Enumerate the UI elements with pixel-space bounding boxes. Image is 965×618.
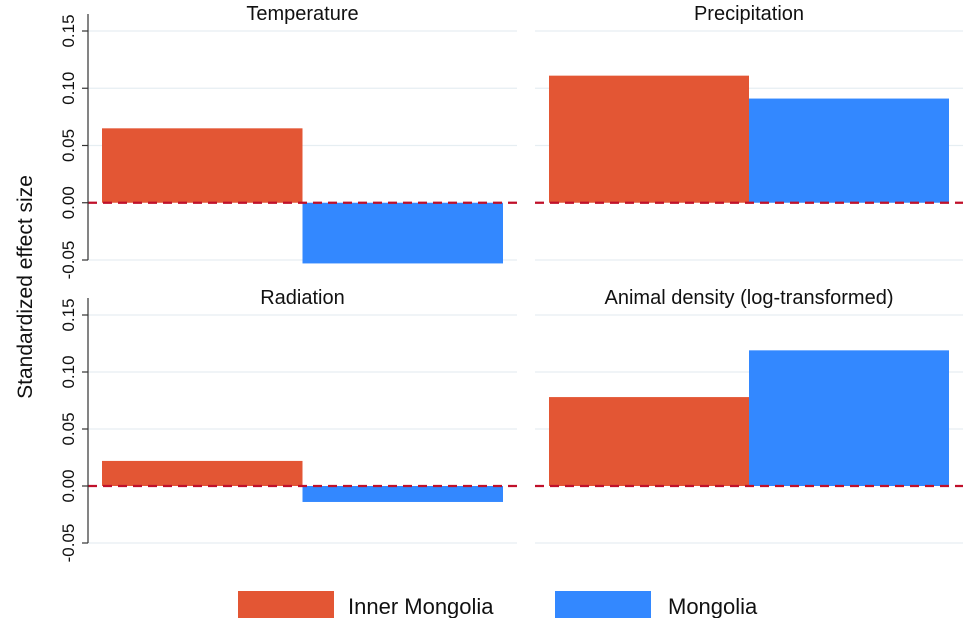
bar-mongolia xyxy=(749,98,949,203)
legend-label-inner-mongolia: Inner Mongolia xyxy=(348,594,494,618)
y-tick-label: 0.00 xyxy=(59,469,78,502)
panel-title: Animal density (log-transformed) xyxy=(605,287,894,309)
legend: Inner Mongolia Mongolia xyxy=(238,591,758,618)
panel-title: Radiation xyxy=(260,287,345,309)
y-tick-label: -0.05 xyxy=(59,241,78,280)
bar-inner-mongolia xyxy=(549,75,749,203)
panel-animal-density-log-transformed: Animal density (log-transformed) xyxy=(535,287,963,544)
y-tick-label: 0.00 xyxy=(59,186,78,219)
y-tick-label: 0.10 xyxy=(59,72,78,105)
bar-mongolia xyxy=(749,350,949,486)
y-axes-layer: -0.05 0.00 0.05 0.10 0.15 -0.05 0.00 0.05 0.10 0.… xyxy=(59,14,89,563)
legend-swatch-mongolia xyxy=(555,591,651,618)
y-axis: -0.05 0.00 0.05 0.10 0.15 xyxy=(59,14,89,280)
y-tick-label: 0.05 xyxy=(59,412,78,445)
y-axis: -0.05 0.00 0.05 0.10 0.15 xyxy=(59,298,89,563)
y-tick-label: 0.05 xyxy=(59,129,78,162)
bar-mongolia xyxy=(302,486,503,502)
panel-precipitation: Precipitation xyxy=(535,3,963,261)
bar-mongolia xyxy=(302,202,503,264)
legend-swatch-inner-mongolia xyxy=(238,591,334,618)
y-tick-label: 0.15 xyxy=(59,298,78,331)
legend-label-mongolia: Mongolia xyxy=(668,594,758,618)
y-tick-label: -0.05 xyxy=(59,524,78,563)
bar-inner-mongolia xyxy=(549,397,749,486)
y-tick-label: 0.10 xyxy=(59,355,78,388)
panel-temperature: Temperature xyxy=(88,3,517,264)
panel-title: Temperature xyxy=(246,3,358,25)
y-axis-label: Standardized effect size xyxy=(14,175,37,399)
panels-layer: Temperature Precipitation Radiation Animal … xyxy=(88,3,963,544)
panel-radiation: Radiation xyxy=(88,287,517,544)
bar-inner-mongolia xyxy=(102,128,303,203)
y-tick-label: 0.15 xyxy=(59,14,78,47)
panel-title: Precipitation xyxy=(694,3,804,25)
bar-inner-mongolia xyxy=(102,460,303,486)
